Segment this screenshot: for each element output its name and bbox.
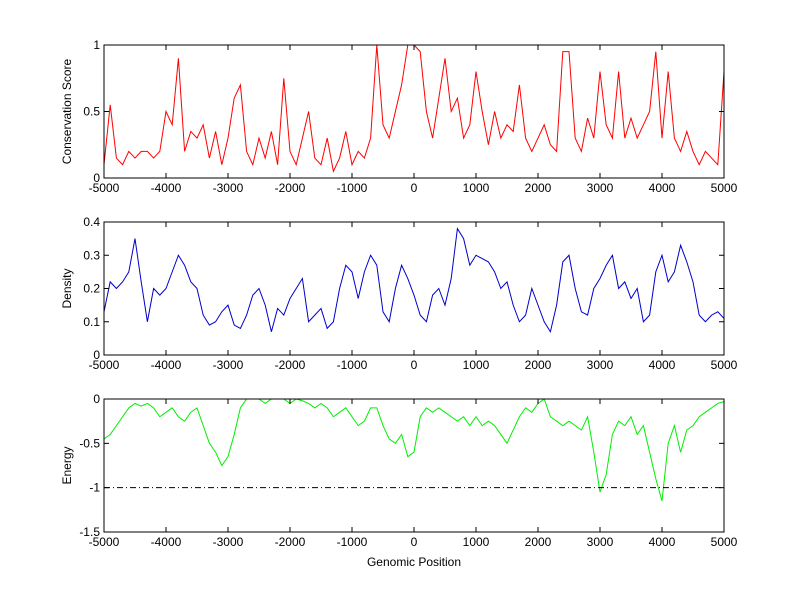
plot-area [104, 399, 724, 532]
x-tick-label: -5000 [89, 535, 120, 549]
plot-area [104, 222, 724, 355]
data-line [103, 227, 725, 334]
y-tick-label: 1 [93, 38, 100, 52]
x-tick-label: -2000 [275, 358, 306, 372]
x-tick-label: -2000 [275, 181, 306, 195]
y-axis-label: Conservation Score [60, 58, 74, 164]
x-tick-label: 1000 [463, 181, 490, 195]
x-tick-label: 4000 [649, 181, 676, 195]
x-tick-label: -1000 [337, 535, 368, 549]
x-tick-label: -4000 [151, 181, 182, 195]
y-axis-label: Energy [60, 446, 74, 484]
y-tick-label: 0 [93, 171, 100, 185]
x-tick-label: 0 [411, 358, 418, 372]
x-tick-label: 5000 [711, 358, 738, 372]
x-tick-label: -4000 [151, 535, 182, 549]
x-tick-label: 2000 [525, 358, 552, 372]
y-tick-label: 0.1 [83, 315, 100, 329]
y-tick-label: 0 [93, 392, 100, 406]
y-tick-label: 0.4 [83, 215, 100, 229]
x-tick-label: 4000 [649, 535, 676, 549]
x-tick-label: 0 [411, 181, 418, 195]
y-tick-label: -1 [89, 481, 100, 495]
x-tick-label: -1000 [337, 358, 368, 372]
y-tick-label: 0.3 [83, 248, 100, 262]
plot-area [104, 45, 724, 178]
x-tick-label: 1000 [463, 358, 490, 372]
y-axis-label: Density [60, 268, 74, 308]
x-tick-label: 0 [411, 535, 418, 549]
x-tick-label: 2000 [525, 181, 552, 195]
x-tick-label: 4000 [649, 358, 676, 372]
x-tick-label: 2000 [525, 535, 552, 549]
x-tick-label: 5000 [711, 181, 738, 195]
x-tick-label: -2000 [275, 535, 306, 549]
data-line [103, 398, 725, 502]
x-tick-label: -5000 [89, 181, 120, 195]
x-tick-label: -3000 [213, 181, 244, 195]
x-tick-label: -5000 [89, 358, 120, 372]
x-tick-label: 5000 [711, 535, 738, 549]
x-tick-label: 3000 [587, 181, 614, 195]
x-tick-label: -1000 [337, 181, 368, 195]
y-tick-label: -0.5 [79, 436, 100, 450]
y-tick-label: 0.2 [83, 282, 100, 296]
x-axis-label: Genomic Position [367, 555, 461, 569]
x-tick-label: -4000 [151, 358, 182, 372]
y-tick-label: 0.5 [83, 105, 100, 119]
x-tick-label: 1000 [463, 535, 490, 549]
x-tick-label: -3000 [213, 535, 244, 549]
x-tick-label: -3000 [213, 358, 244, 372]
y-tick-label: 0 [93, 348, 100, 362]
y-tick-label: -1.5 [79, 525, 100, 539]
x-tick-label: 3000 [587, 535, 614, 549]
x-tick-label: 3000 [587, 358, 614, 372]
